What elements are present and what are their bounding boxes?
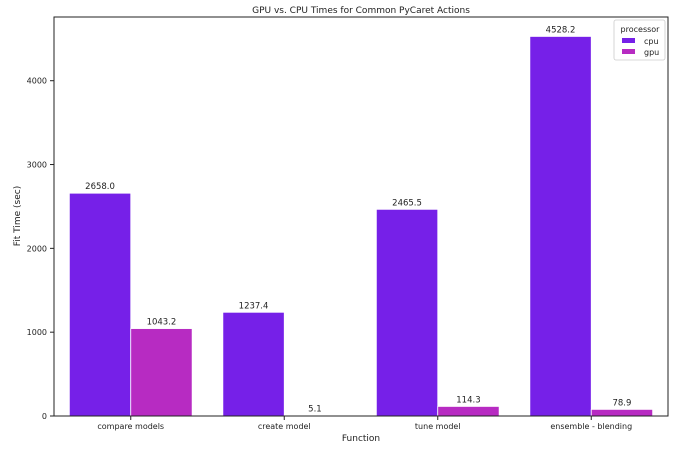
y-axis-title: Fit Time (sec) bbox=[13, 186, 23, 247]
chart-title: GPU vs. CPU Times for Common PyCaret Act… bbox=[252, 6, 470, 16]
bar-gpu-compare-models bbox=[130, 328, 193, 417]
y-tick-label-1000: 1000 bbox=[27, 328, 47, 337]
x-tick-label-tune-model: tune model bbox=[415, 422, 461, 431]
y-tick-label-0: 0 bbox=[42, 412, 47, 421]
bar-gpu-tune-model bbox=[437, 406, 500, 417]
bar-label-cpu-compare-models: 2658.0 bbox=[85, 182, 115, 192]
y-axis: 0 1000 2000 3000 4000 bbox=[27, 77, 54, 421]
bar-label-cpu-ensemble-blending: 4528.2 bbox=[546, 25, 576, 35]
legend-swatch-cpu bbox=[622, 38, 635, 43]
y-tick-label-2000: 2000 bbox=[27, 244, 47, 253]
x-tick-label-ensemble-blending: ensemble - blending bbox=[550, 422, 632, 431]
bar-gpu-ensemble-blending bbox=[590, 408, 654, 417]
bar-cpu-compare-models bbox=[68, 192, 132, 417]
legend-swatch-gpu bbox=[622, 49, 635, 54]
y-tick-label-3000: 3000 bbox=[27, 161, 47, 170]
plot-area: 2658.0 1237.4 2465.5 4528.2 1043.2 5.1 114.3 78… bbox=[68, 25, 654, 417]
legend: processor cpu gpu bbox=[613, 19, 666, 61]
bar-cpu-create-model bbox=[222, 311, 285, 417]
x-tick-label-compare-models: compare models bbox=[97, 422, 164, 431]
legend-title: processor bbox=[621, 25, 661, 34]
bar-label-gpu-tune-model: 114.3 bbox=[456, 395, 480, 405]
y-tick-label-4000: 4000 bbox=[27, 77, 47, 86]
bar-label-cpu-create-model: 1237.4 bbox=[239, 301, 269, 311]
legend-label-cpu: cpu bbox=[644, 37, 659, 46]
x-tick-label-create-model: create model bbox=[258, 422, 311, 431]
bar-label-cpu-tune-model: 2465.5 bbox=[392, 198, 422, 208]
bar-label-gpu-ensemble-blending: 78.9 bbox=[612, 398, 631, 408]
x-axis-title: Function bbox=[342, 434, 380, 444]
bar-cpu-tune-model bbox=[375, 208, 439, 417]
bar-cpu-ensemble-blending bbox=[529, 36, 592, 417]
x-axis: compare models create model tune model ense… bbox=[97, 416, 632, 431]
plot-frame bbox=[53, 16, 669, 417]
legend-label-gpu: gpu bbox=[644, 48, 659, 57]
bar-label-gpu-compare-models: 1043.2 bbox=[147, 318, 177, 328]
bar-label-gpu-create-model: 5.1 bbox=[308, 405, 322, 415]
